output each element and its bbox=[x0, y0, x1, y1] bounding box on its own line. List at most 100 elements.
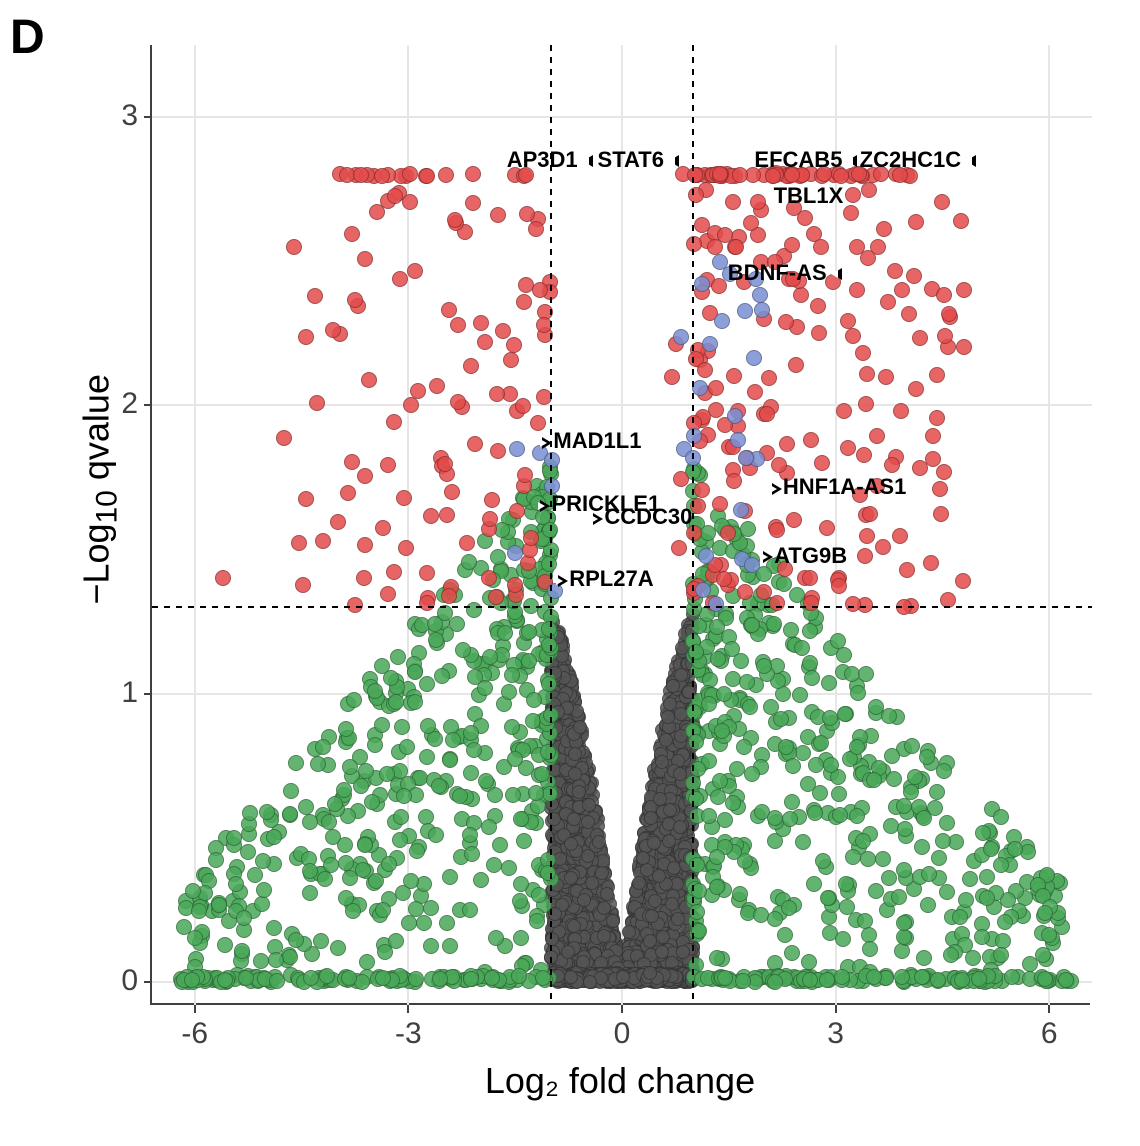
data-point bbox=[407, 694, 423, 710]
data-point bbox=[445, 732, 461, 748]
data-point bbox=[388, 694, 404, 710]
data-point bbox=[862, 506, 878, 522]
gene-label: CCDC30 bbox=[588, 504, 692, 530]
data-point bbox=[381, 856, 397, 872]
gene-name: CCDC30 bbox=[604, 504, 692, 529]
data-point bbox=[916, 810, 932, 826]
data-point bbox=[516, 294, 532, 310]
data-point bbox=[392, 832, 408, 848]
data-point bbox=[730, 432, 746, 448]
data-point bbox=[811, 325, 827, 341]
data-point bbox=[806, 876, 822, 892]
data-point bbox=[337, 837, 353, 853]
data-point bbox=[330, 514, 346, 530]
data-point bbox=[383, 670, 399, 686]
y-tick bbox=[144, 404, 152, 406]
data-point bbox=[396, 788, 412, 804]
data-point bbox=[564, 837, 578, 851]
data-point bbox=[896, 929, 912, 945]
data-point bbox=[380, 586, 396, 602]
data-point bbox=[431, 778, 447, 794]
data-point bbox=[943, 947, 959, 963]
data-point bbox=[933, 506, 949, 522]
data-point bbox=[402, 194, 418, 210]
data-point bbox=[357, 537, 373, 553]
data-point bbox=[673, 329, 689, 345]
data-point bbox=[346, 692, 362, 708]
gene-name: ZC2HC1C bbox=[860, 147, 961, 172]
data-point bbox=[701, 808, 717, 824]
data-point bbox=[859, 366, 875, 382]
data-point bbox=[380, 457, 396, 473]
data-point bbox=[870, 239, 886, 255]
data-point bbox=[396, 490, 412, 506]
data-point bbox=[636, 851, 650, 865]
data-point bbox=[268, 952, 284, 968]
data-point bbox=[707, 239, 723, 255]
data-point bbox=[632, 876, 646, 890]
data-point bbox=[894, 282, 910, 298]
data-point bbox=[866, 969, 882, 985]
data-point bbox=[779, 436, 795, 452]
data-point bbox=[830, 633, 846, 649]
data-point bbox=[709, 879, 725, 895]
data-point bbox=[428, 632, 444, 648]
data-point bbox=[282, 949, 298, 965]
data-point bbox=[564, 970, 578, 984]
data-point bbox=[228, 876, 244, 892]
data-point bbox=[399, 739, 415, 755]
data-point bbox=[859, 528, 875, 544]
data-point bbox=[979, 869, 995, 885]
data-point bbox=[671, 540, 687, 556]
data-point bbox=[956, 282, 972, 298]
data-point bbox=[775, 686, 791, 702]
data-point bbox=[528, 221, 544, 237]
data-point bbox=[521, 653, 537, 669]
data-point bbox=[849, 739, 865, 755]
y-tick-label: 1 bbox=[102, 676, 138, 710]
data-point bbox=[736, 739, 752, 755]
data-point bbox=[886, 771, 902, 787]
data-point bbox=[387, 188, 403, 204]
data-point bbox=[688, 644, 704, 660]
data-point bbox=[784, 794, 800, 810]
data-point bbox=[211, 897, 227, 913]
data-point bbox=[482, 511, 498, 527]
data-point bbox=[709, 619, 725, 635]
data-point bbox=[893, 403, 909, 419]
data-point bbox=[403, 873, 419, 889]
data-point bbox=[936, 464, 952, 480]
data-point bbox=[725, 671, 741, 687]
data-point bbox=[398, 540, 414, 556]
gridline-h bbox=[152, 404, 1092, 406]
data-point bbox=[727, 408, 743, 424]
data-point bbox=[495, 323, 511, 339]
data-point bbox=[784, 237, 800, 253]
data-point bbox=[592, 835, 606, 849]
data-point bbox=[561, 945, 575, 959]
data-point bbox=[813, 735, 829, 751]
data-point bbox=[712, 166, 728, 182]
gene-name: ATG9B bbox=[774, 543, 847, 568]
data-point bbox=[374, 168, 390, 184]
data-point bbox=[769, 522, 785, 538]
gene-label: AP3D1 bbox=[507, 147, 594, 173]
data-point bbox=[325, 322, 341, 338]
data-point bbox=[995, 933, 1011, 949]
data-point bbox=[490, 207, 506, 223]
data-point bbox=[473, 872, 489, 888]
data-point bbox=[336, 782, 352, 798]
y-tick bbox=[144, 693, 152, 695]
y-tick-label: 0 bbox=[102, 964, 138, 998]
data-point bbox=[488, 589, 504, 605]
data-point bbox=[746, 350, 762, 366]
data-point bbox=[419, 749, 435, 765]
data-point bbox=[423, 900, 439, 916]
data-point bbox=[737, 303, 753, 319]
data-point bbox=[979, 890, 995, 906]
data-point bbox=[484, 970, 500, 986]
data-point bbox=[434, 668, 450, 684]
data-point bbox=[236, 910, 252, 926]
data-point bbox=[442, 938, 458, 954]
data-point bbox=[732, 167, 748, 183]
